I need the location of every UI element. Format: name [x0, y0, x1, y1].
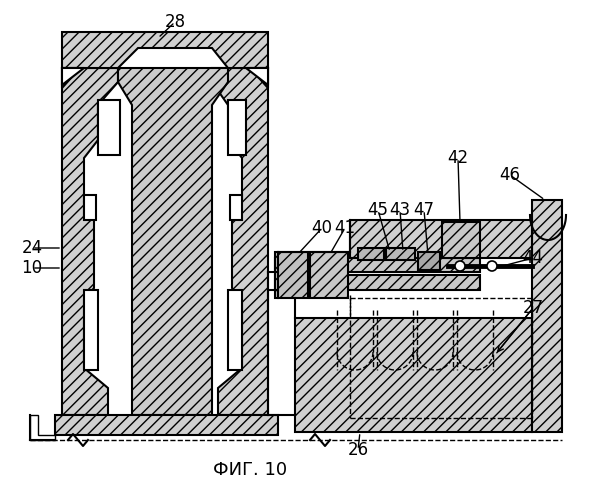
Polygon shape [230, 195, 242, 220]
Polygon shape [246, 68, 268, 85]
Polygon shape [386, 248, 415, 260]
Polygon shape [442, 222, 480, 258]
Polygon shape [228, 290, 242, 370]
Polygon shape [228, 100, 246, 155]
Polygon shape [250, 68, 268, 88]
Polygon shape [84, 202, 94, 215]
Text: 42: 42 [448, 149, 469, 167]
Text: 27: 27 [522, 299, 544, 317]
Polygon shape [295, 318, 532, 432]
Polygon shape [98, 100, 120, 155]
Polygon shape [275, 252, 308, 298]
Text: 43: 43 [389, 201, 411, 219]
Polygon shape [84, 195, 96, 220]
Polygon shape [350, 220, 532, 258]
Polygon shape [275, 275, 480, 290]
Text: 45: 45 [368, 201, 389, 219]
Polygon shape [418, 252, 440, 270]
Polygon shape [62, 68, 118, 415]
Polygon shape [62, 68, 84, 85]
Polygon shape [98, 105, 118, 148]
Polygon shape [55, 415, 278, 435]
Text: 46: 46 [499, 166, 521, 184]
Text: 10: 10 [21, 259, 42, 277]
Polygon shape [84, 290, 98, 370]
Text: 40: 40 [312, 219, 333, 237]
Polygon shape [118, 68, 228, 415]
Text: 41: 41 [335, 219, 356, 237]
Polygon shape [275, 258, 480, 272]
Text: 26: 26 [348, 441, 369, 459]
Polygon shape [532, 200, 562, 432]
Polygon shape [62, 32, 268, 68]
Text: 47: 47 [413, 201, 435, 219]
Polygon shape [358, 248, 384, 260]
Text: 28: 28 [164, 13, 186, 31]
Polygon shape [212, 68, 268, 415]
Polygon shape [310, 252, 348, 298]
Polygon shape [62, 68, 80, 88]
Polygon shape [30, 415, 55, 440]
Text: ФИГ. 10: ФИГ. 10 [213, 461, 287, 479]
Circle shape [487, 261, 497, 271]
Text: 24: 24 [21, 239, 42, 257]
Circle shape [455, 261, 465, 271]
Text: 44: 44 [522, 249, 544, 267]
